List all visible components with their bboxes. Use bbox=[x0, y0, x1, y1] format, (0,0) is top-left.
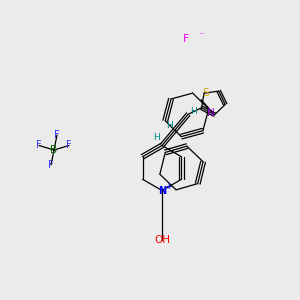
Text: F: F bbox=[48, 160, 54, 170]
Text: S: S bbox=[202, 88, 208, 98]
Text: H: H bbox=[166, 121, 173, 130]
Text: B: B bbox=[50, 145, 58, 155]
Text: +: + bbox=[166, 182, 172, 191]
Text: OH: OH bbox=[154, 235, 170, 245]
Text: N: N bbox=[207, 108, 215, 118]
Text: N: N bbox=[158, 185, 166, 196]
Text: H: H bbox=[153, 134, 160, 142]
Text: ⁻: ⁻ bbox=[198, 31, 204, 41]
Text: F: F bbox=[66, 140, 72, 151]
Text: H: H bbox=[190, 107, 197, 116]
Text: F: F bbox=[54, 130, 60, 140]
Text: F: F bbox=[183, 34, 189, 44]
Text: F: F bbox=[36, 140, 42, 151]
